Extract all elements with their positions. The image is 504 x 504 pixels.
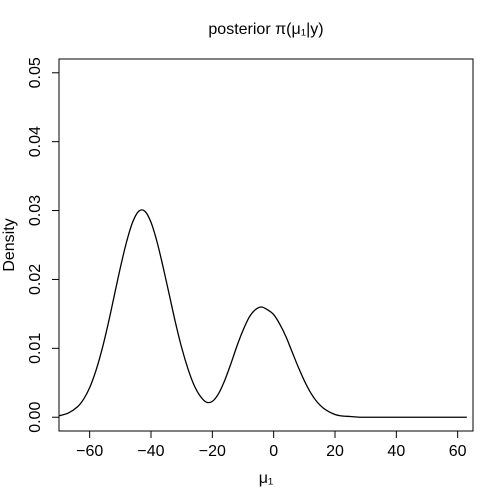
y-tick-label: 0.02 xyxy=(27,264,44,295)
y-tick-label: 0.05 xyxy=(27,57,44,88)
density-curve xyxy=(58,209,467,418)
x-axis: −60 −40 −20 0 20 40 60 xyxy=(76,430,467,460)
x-tick-label: 40 xyxy=(387,443,405,460)
y-axis: 0.00 0.01 0.02 0.03 0.04 0.05 xyxy=(27,57,60,433)
x-tick-label: 20 xyxy=(326,443,344,460)
y-tick-label: 0.04 xyxy=(27,126,44,157)
y-tick-label: 0.01 xyxy=(27,333,44,364)
x-tick-label: −20 xyxy=(199,443,226,460)
plot-frame xyxy=(58,58,474,432)
x-tick-label: 0 xyxy=(269,443,278,460)
y-axis-title: Density xyxy=(1,218,18,271)
x-tick-label: −60 xyxy=(76,443,103,460)
chart-title: posterior π(μ₁|y) xyxy=(208,21,323,38)
x-tick-label: 60 xyxy=(449,443,467,460)
y-tick-label: 0.00 xyxy=(27,402,44,433)
x-tick-label: −40 xyxy=(137,443,164,460)
x-axis-title: μ₁ xyxy=(259,470,274,487)
y-tick-label: 0.03 xyxy=(27,195,44,226)
